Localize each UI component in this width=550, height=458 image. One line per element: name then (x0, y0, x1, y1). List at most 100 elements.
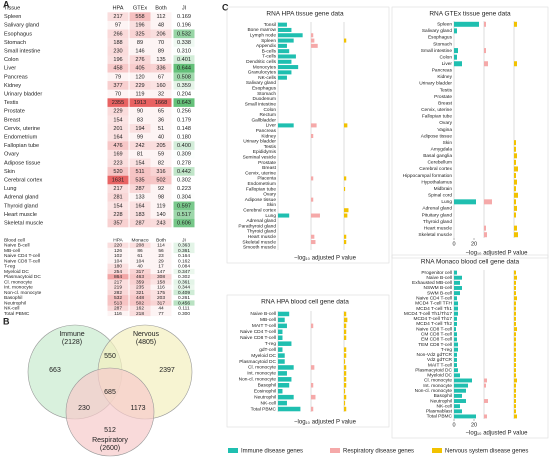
legend-label: Nervous system disease genes (445, 449, 528, 455)
table-cell (129, 98, 151, 107)
category-label: Cerebral cortex (243, 207, 276, 213)
table-cell (173, 268, 195, 275)
table-cell-text: Adipose tissue (4, 160, 40, 166)
table-cell-text: 208 (136, 243, 144, 249)
category-label: Kidney (261, 133, 276, 139)
table-cell-text: 405 (135, 66, 144, 72)
panel-label: B (3, 316, 10, 326)
bar (454, 48, 458, 54)
table-cell (129, 258, 151, 264)
category-label: Smooth muscle (243, 245, 276, 251)
table-cell-text: 535 (135, 177, 144, 183)
bar (514, 179, 517, 185)
bar (278, 22, 287, 27)
bar (278, 75, 287, 80)
table-cell-text: 61 (137, 253, 143, 259)
category-label: Small intestine (421, 48, 453, 54)
table-cell-text: 0.180 (177, 134, 191, 140)
table-cell-text: Stomach (4, 40, 26, 46)
bar (484, 61, 488, 67)
table-cell-text: 135 (156, 57, 165, 63)
table-cell-text: Naive B-cell (4, 243, 30, 249)
category-label: Appendix (256, 43, 277, 49)
category-label: Naive B-cell (250, 311, 276, 317)
category-label: Progenitor cell (421, 270, 452, 276)
table-cell (173, 72, 195, 82)
table-cell-text: 32 (158, 91, 164, 97)
table-cell-text: 67 (158, 74, 164, 80)
table-cell-text: 287 (135, 220, 144, 226)
venn-set-label: (2600) (100, 445, 120, 452)
table-cell (150, 253, 172, 259)
bar (344, 240, 347, 245)
table-cell-text: 169 (113, 152, 122, 158)
bar (344, 311, 347, 317)
category-label: Colon (439, 54, 452, 60)
category-label: Int. monocyte (247, 371, 276, 377)
table-cell (150, 167, 172, 176)
category-label: Esophagus (252, 86, 277, 92)
table-cell-text: 56 (158, 248, 164, 254)
table-cell-text: 476 (113, 143, 122, 149)
table-cell (107, 158, 129, 168)
table-cell-text: 317 (136, 269, 144, 275)
table-cell-text: Spleen (4, 14, 21, 20)
table-cell-text: 0.643 (177, 100, 191, 106)
bar (454, 368, 458, 373)
category-label: T-reg (265, 341, 277, 347)
bar (454, 327, 456, 332)
table-cell (150, 218, 172, 228)
category-label: Total PBMC (251, 406, 277, 412)
bar (278, 65, 299, 70)
table-cell (150, 12, 172, 21)
table-header: JI (182, 5, 187, 11)
table-cell-text: 104 (136, 258, 144, 264)
table-cell-text: 235 (136, 285, 144, 291)
venn-region-count: 230 (78, 405, 90, 412)
table-cell-text: 82 (158, 160, 164, 166)
bar (454, 332, 457, 337)
bar (454, 61, 462, 67)
table-cell-text: 463 (136, 274, 144, 280)
bar (344, 365, 347, 370)
table-cell (107, 201, 129, 211)
table-cell (107, 289, 129, 296)
table-cell-text: Plasmacytoid DC (4, 274, 41, 280)
table-header: Tissue (4, 5, 20, 11)
category-label: Non-cl. monocyte (239, 377, 277, 383)
chart-title: RNA Monaco blood cell gene data (421, 259, 520, 266)
category-label: Esophagus (428, 35, 453, 41)
bar (454, 414, 476, 419)
table-cell-text: 513 (114, 300, 122, 306)
bar (344, 359, 346, 364)
table-cell-text: Esophagus (4, 31, 32, 37)
table-cell-text: Naive CD4 T-cell (4, 253, 40, 259)
category-label: Vagina (437, 127, 452, 133)
legend-swatch (432, 448, 442, 453)
category-label: Exhausted MB-cell (412, 280, 452, 286)
category-label: Breast (262, 165, 277, 171)
bar (514, 352, 516, 357)
bar (278, 33, 303, 38)
table-cell (150, 289, 172, 296)
panel-label: C (222, 2, 229, 12)
table-cell-text: Thyroid gland (4, 203, 38, 209)
table-cell-text: 0.456 (178, 300, 190, 306)
table-cell (173, 55, 195, 64)
bar (344, 371, 347, 376)
category-label: Basal ganglia (423, 153, 452, 159)
category-label: Fallopian tube (422, 114, 452, 120)
table-cell-text: 0.606 (177, 220, 191, 226)
category-label: Kidney (437, 74, 452, 80)
table-cell-text: 0.084 (178, 264, 190, 270)
bar (514, 321, 516, 326)
table-cell-text: 102 (114, 253, 122, 259)
bar (514, 404, 516, 409)
category-label: Granulocytes (248, 70, 277, 76)
category-label: Naive CD4 T-cell (416, 296, 452, 302)
table-cell (150, 192, 172, 202)
bar (311, 234, 315, 239)
category-label: Non-Vd2 gdTCR (417, 352, 453, 358)
table-cell (150, 210, 172, 219)
category-label: Endometrium (247, 181, 276, 187)
